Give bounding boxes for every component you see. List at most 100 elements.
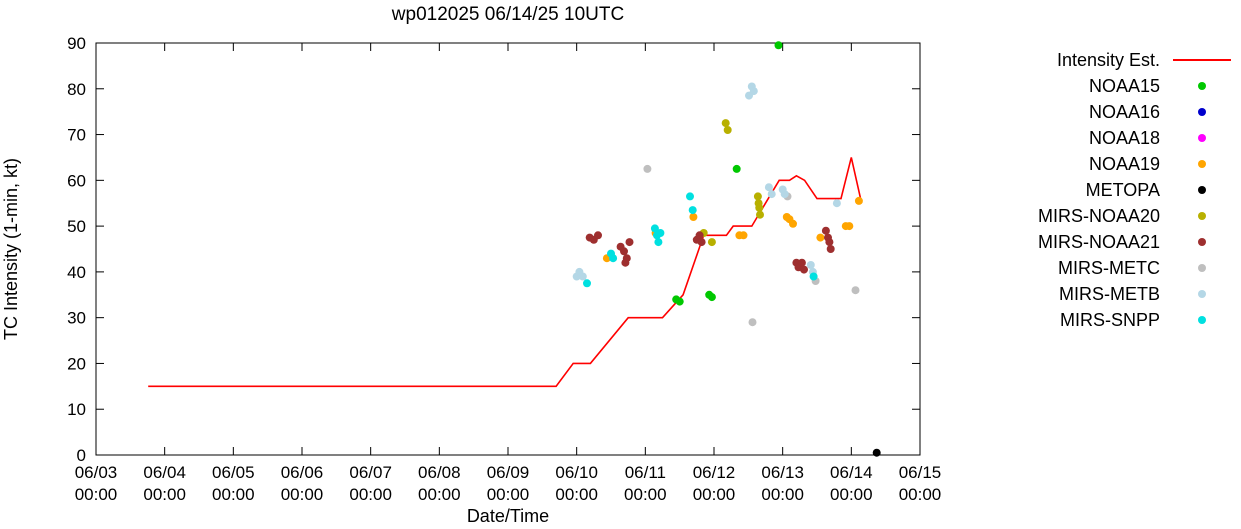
scatter-point	[845, 222, 854, 231]
y-tick-label: 90	[67, 34, 86, 53]
y-tick-label: 70	[67, 126, 86, 145]
x-tick-label-date: 06/05	[212, 463, 255, 482]
scatter-point	[780, 190, 789, 199]
legend-item-mirs-metc: MIRS-METC	[1058, 258, 1206, 278]
x-tick-label-time: 00:00	[761, 485, 804, 504]
scatter-series-MIRS-NOAA20	[699, 119, 764, 247]
scatter-point	[643, 164, 652, 173]
legend-dot-sample	[1198, 290, 1206, 298]
chart-title: wp012025 06/14/25 10UTC	[391, 4, 624, 25]
legend-label: Intensity Est.	[1057, 50, 1160, 70]
x-tick-label-time: 00:00	[418, 485, 461, 504]
scatter-point	[620, 247, 628, 256]
scatter-series-MIRS-NOAA21	[585, 226, 835, 274]
legend-dot-sample	[1198, 212, 1206, 220]
legend-item-noaa19: NOAA19	[1089, 154, 1206, 174]
x-tick-label-time: 00:00	[349, 485, 392, 504]
scatter-series-NOAA15	[672, 41, 783, 306]
scatter-point	[854, 196, 863, 205]
scatter-point	[689, 213, 698, 221]
x-tick-label-date: 06/10	[555, 463, 598, 482]
scatter-series-MIRS-METB	[572, 82, 841, 281]
y-tick-label: 40	[67, 263, 86, 282]
scatter-point	[825, 238, 834, 247]
x-tick-label-date: 06/06	[281, 463, 324, 482]
legend-item-mirs-noaa20: MIRS-NOAA20	[1038, 206, 1206, 226]
legend: Intensity Est. NOAA15 NOAA16 NOAA18 NOAA19 ME…	[1038, 50, 1231, 330]
scatter-point	[688, 206, 697, 215]
scatter-point	[594, 231, 602, 240]
legend-label: MIRS-NOAA21	[1038, 232, 1160, 252]
legend-item-noaa15: NOAA15	[1089, 76, 1206, 96]
x-tick-label-time: 00:00	[281, 485, 324, 504]
legend-dot-sample	[1198, 264, 1206, 272]
scatter-point	[583, 279, 591, 288]
scatter-point	[650, 224, 659, 233]
data-series	[148, 41, 881, 457]
scatter-point	[732, 164, 741, 173]
y-tick-label: 60	[67, 171, 86, 190]
x-tick-label-date: 06/09	[487, 463, 530, 482]
scatter-point	[675, 297, 684, 306]
legend-label: METOPA	[1086, 180, 1160, 200]
scatter-point	[789, 219, 797, 228]
legend-item-noaa18: NOAA18	[1089, 128, 1206, 148]
legend-item-intensity-est-: Intensity Est.	[1057, 50, 1231, 70]
scatter-point	[826, 245, 835, 253]
scatter-point	[809, 272, 818, 281]
scatter-point	[816, 233, 825, 242]
legend-dot-sample	[1198, 238, 1206, 246]
legend-dot-sample	[1198, 108, 1206, 116]
legend-item-noaa16: NOAA16	[1089, 102, 1206, 122]
scatter-point	[749, 87, 758, 96]
legend-dot-sample	[1198, 82, 1206, 90]
scatter-point	[755, 203, 764, 212]
x-tick-label-date: 06/08	[418, 463, 461, 482]
scatter-point	[723, 126, 732, 134]
x-tick-label-date: 06/07	[349, 463, 392, 482]
legend-label: MIRS-SNPP	[1060, 310, 1160, 330]
x-tick-label-time: 00:00	[555, 485, 598, 504]
scatter-series-NOAA19	[602, 196, 863, 263]
scatter-point	[609, 254, 618, 263]
legend-label: NOAA19	[1089, 154, 1160, 174]
y-axis-label: TC Intensity (1-min, kt)	[1, 158, 21, 340]
x-tick-label-date: 06/03	[75, 463, 118, 482]
scatter-point	[832, 199, 841, 208]
scatter-point	[707, 293, 716, 302]
legend-dot-sample	[1198, 134, 1206, 142]
x-tick-label-time: 00:00	[75, 485, 118, 504]
scatter-series-METOPA	[872, 448, 881, 457]
scatter-point	[656, 229, 665, 237]
intensity-line	[148, 157, 863, 388]
scatter-point	[578, 272, 587, 281]
x-tick-label-date: 06/13	[761, 463, 804, 482]
scatter-point	[748, 318, 757, 327]
x-tick-label-time: 00:00	[624, 485, 667, 504]
scatter-point	[800, 265, 808, 274]
x-tick-label-time: 00:00	[899, 485, 942, 504]
scatter-point	[821, 226, 830, 235]
x-tick-label-time: 00:00	[487, 485, 530, 504]
scatter-point	[753, 192, 762, 201]
legend-item-mirs-noaa21: MIRS-NOAA21	[1038, 232, 1206, 252]
scatter-point	[851, 286, 860, 295]
x-tick-label-date: 06/11	[625, 463, 666, 482]
scatter-point	[767, 190, 776, 199]
x-axis-label: Date/Time	[467, 506, 549, 526]
x-tick-label-date: 06/15	[899, 463, 942, 482]
scatter-point	[797, 258, 806, 267]
scatter-point	[764, 183, 773, 192]
x-tick-label-date: 06/14	[830, 463, 873, 482]
scatter-point	[756, 210, 764, 219]
y-tick-label: 50	[67, 217, 86, 236]
legend-item-mirs-snpp: MIRS-SNPP	[1060, 310, 1206, 330]
legend-label: NOAA15	[1089, 76, 1160, 96]
legend-dot-sample	[1198, 160, 1206, 168]
legend-label: NOAA18	[1089, 128, 1160, 148]
x-tick-label-date: 06/12	[693, 463, 736, 482]
scatter-point	[806, 261, 815, 269]
scatter-series-MIRS-METC	[643, 164, 860, 327]
plot-border	[95, 42, 921, 456]
